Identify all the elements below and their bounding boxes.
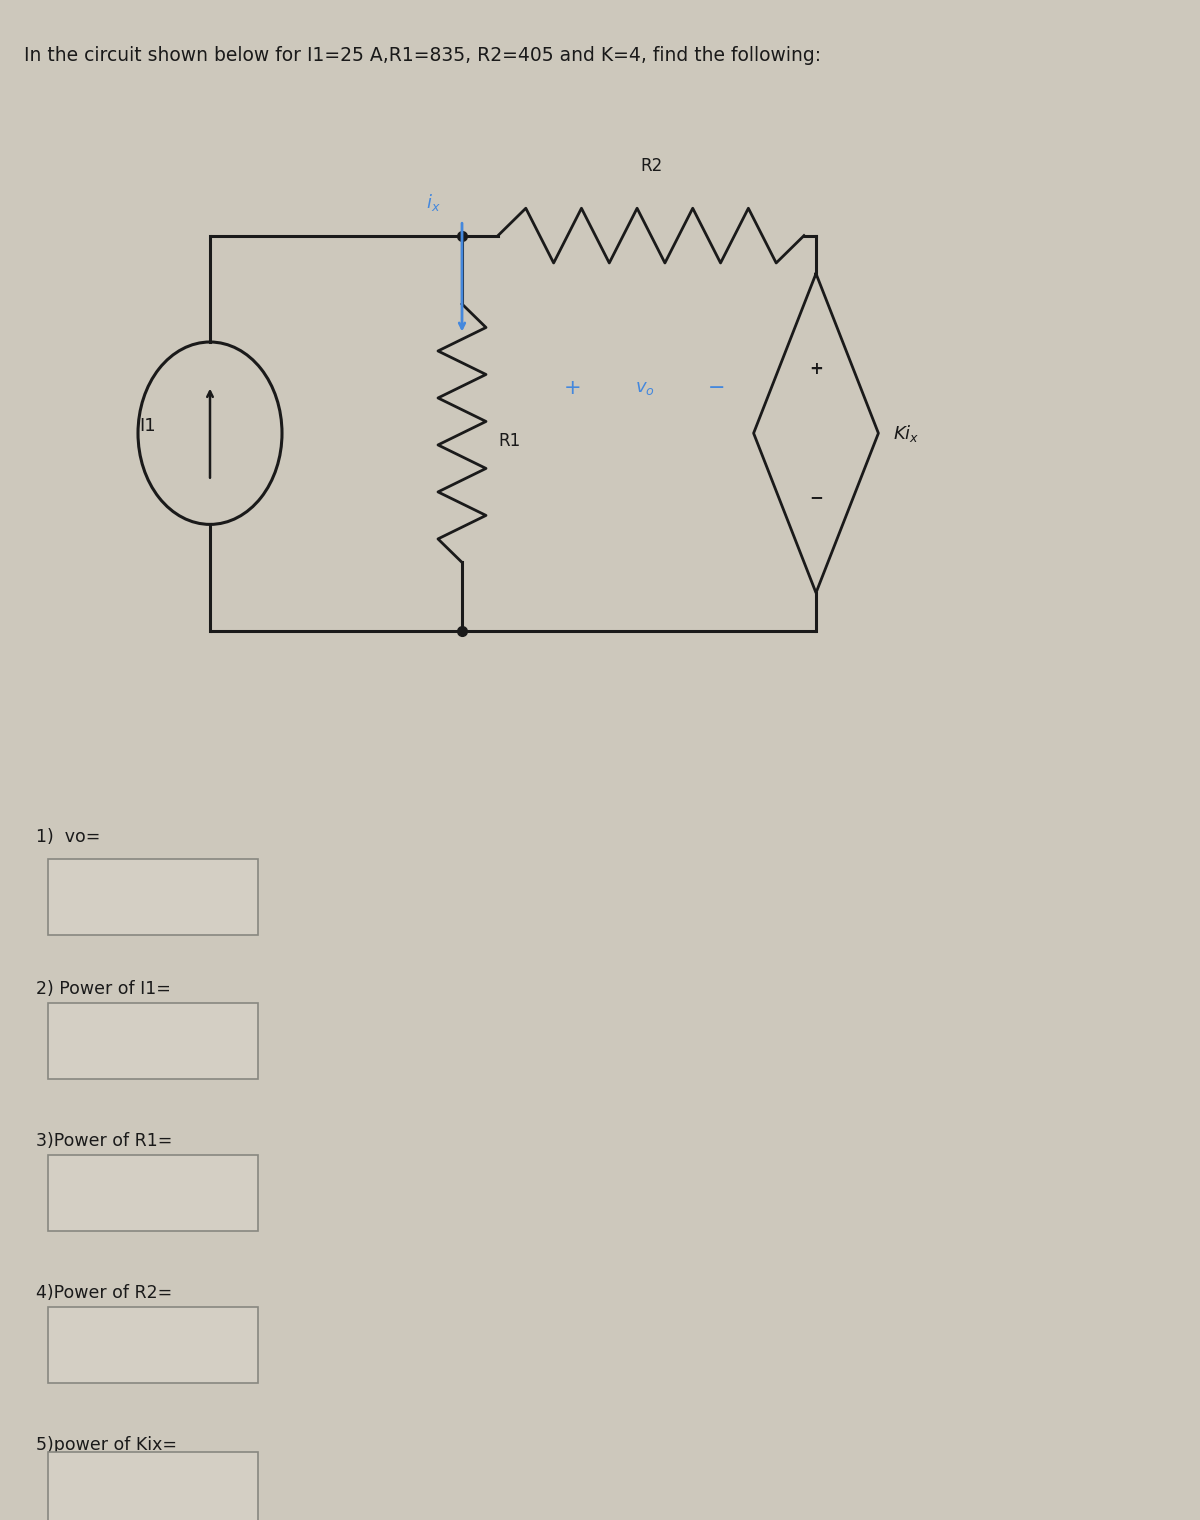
Text: 4)Power of R2=: 4)Power of R2=: [36, 1284, 173, 1303]
Text: +: +: [809, 360, 823, 378]
Text: 3)Power of R1=: 3)Power of R1=: [36, 1132, 173, 1151]
Text: R1: R1: [498, 432, 521, 450]
FancyBboxPatch shape: [48, 859, 258, 935]
Text: 2) Power of I1=: 2) Power of I1=: [36, 980, 170, 999]
Text: +: +: [564, 377, 582, 398]
Text: In the circuit shown below for I1=25 A,R1=835, R2=405 and K=4, find the followin: In the circuit shown below for I1=25 A,R…: [24, 46, 821, 65]
FancyBboxPatch shape: [48, 1452, 258, 1520]
Text: −: −: [708, 377, 726, 398]
Text: 5)power of Kix=: 5)power of Kix=: [36, 1436, 178, 1455]
FancyBboxPatch shape: [48, 1155, 258, 1231]
FancyBboxPatch shape: [48, 1003, 258, 1079]
Text: 1)  vo=: 1) vo=: [36, 828, 101, 847]
Text: −: −: [809, 488, 823, 506]
Text: $\it{i_x}$: $\it{i_x}$: [426, 192, 440, 213]
Text: $Ki_x$: $Ki_x$: [893, 423, 919, 444]
Text: $v_o$: $v_o$: [635, 378, 655, 397]
Text: I1: I1: [139, 416, 156, 435]
Text: R2: R2: [640, 157, 662, 175]
FancyBboxPatch shape: [48, 1307, 258, 1383]
